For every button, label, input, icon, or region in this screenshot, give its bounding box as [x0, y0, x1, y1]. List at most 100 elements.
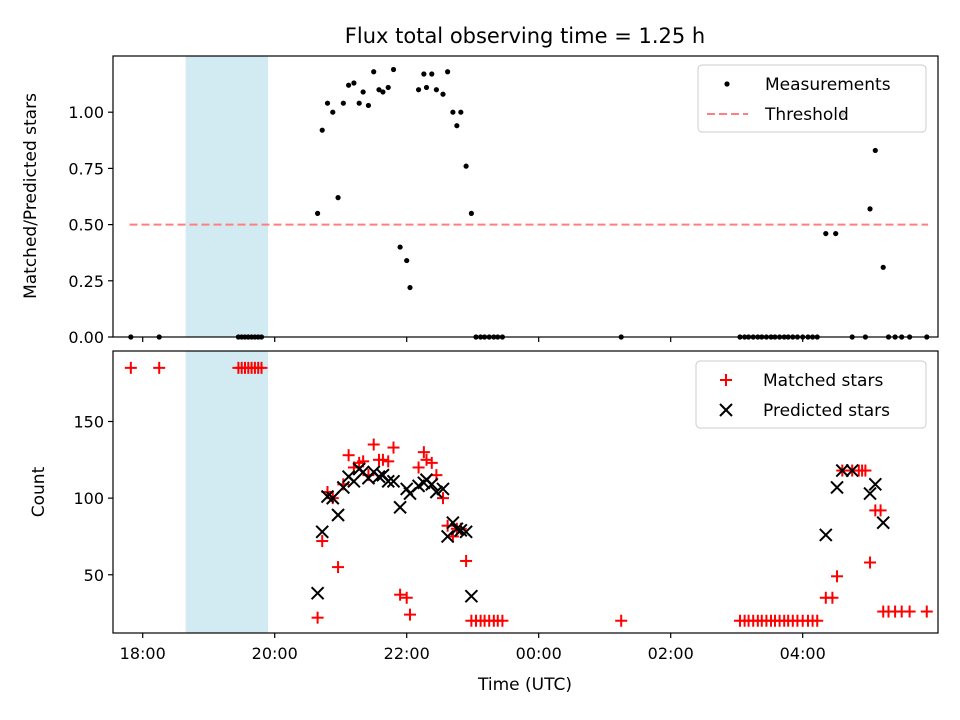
measurements-point — [415, 87, 422, 93]
measurements-point — [421, 71, 427, 77]
top-y-tick-label: 0.50 — [68, 216, 104, 235]
top-y-tick-label: 0.25 — [68, 272, 104, 291]
bottom-y-axis-label: Count — [29, 466, 49, 517]
matched-stars-point — [437, 492, 449, 505]
matched-stars-point — [874, 504, 887, 517]
measurements-point — [365, 102, 372, 109]
x-tick-label: 18:00 — [120, 644, 166, 663]
predicted-stars-point — [863, 486, 877, 501]
top-y-tick-label: 1.00 — [68, 103, 104, 122]
measurements-point — [823, 230, 829, 237]
predicted-stars-point — [868, 477, 883, 492]
bottom-y-tick-label: 150 — [73, 413, 104, 432]
matched-stars-point — [382, 455, 395, 468]
measurements-point — [380, 89, 386, 95]
measurements-point — [385, 84, 391, 91]
bottom-axes-frame — [112, 350, 939, 634]
matched-stars-point — [496, 614, 509, 627]
measurements-point — [458, 109, 464, 115]
matched-stars-point — [920, 605, 933, 618]
measurements-point — [872, 147, 878, 154]
matched-stars-point — [864, 556, 877, 569]
matched-stars-point — [826, 591, 839, 604]
measurements-point — [867, 206, 873, 212]
matched-stars-point — [441, 519, 454, 532]
predicted-stars-point — [429, 485, 444, 499]
measurements-point — [404, 257, 410, 264]
predicted-stars-point — [393, 500, 407, 515]
matched-stars-point — [255, 361, 268, 374]
bottom-panel: 50 100 150 18:00 20:00 22:00 00:00 02:00 04:00 — [73, 350, 939, 663]
measurements-point — [324, 100, 331, 106]
measurements-point — [454, 123, 460, 129]
matched-stars-point — [394, 588, 407, 601]
measurements-point — [330, 109, 336, 115]
matched-stars-point — [342, 449, 355, 462]
measurements-point — [429, 71, 435, 77]
matched-stars-point — [859, 464, 872, 477]
measurements-point — [319, 127, 325, 133]
legend-predicted-label: Predicted stars — [763, 401, 890, 421]
measurements-point — [880, 264, 886, 270]
measurements-point — [335, 195, 341, 201]
predicted-stars-point — [386, 474, 401, 488]
legend-matched-label: Matched stars — [763, 371, 883, 391]
measurements-point — [390, 66, 397, 73]
predicted-stars-point — [464, 589, 479, 603]
legend-measurements-label: Measurements — [765, 75, 891, 95]
measurements-point — [445, 69, 451, 75]
matched-stars-point — [831, 570, 844, 583]
matched-stars-point — [404, 608, 416, 621]
x-tick-label: 20:00 — [252, 644, 298, 663]
matched-stars-point — [153, 361, 166, 374]
measurements-point — [440, 91, 446, 97]
top-shaded-region — [185, 56, 269, 337]
predicted-stars-point — [440, 529, 455, 544]
measurements-point — [423, 84, 430, 91]
legend-matched-marker — [720, 374, 732, 386]
measurements-point — [433, 87, 439, 93]
measurements-point — [397, 244, 403, 250]
measurements-point — [346, 82, 352, 88]
measurements-point — [360, 89, 366, 95]
predicted-stars-point — [835, 463, 850, 478]
predicted-stars-point — [372, 469, 386, 484]
predicted-stars-point — [315, 525, 329, 539]
predicted-stars-point — [450, 522, 464, 536]
measurements-point — [356, 100, 362, 106]
bottom-y-tick-label: 100 — [73, 489, 104, 508]
predicted-stars-point — [310, 586, 325, 600]
measurements-point — [315, 210, 321, 216]
matched-stars-point — [124, 361, 137, 374]
bottom-legend-frame — [695, 360, 927, 429]
matched-stars-point — [332, 561, 345, 574]
measurements-point — [468, 210, 474, 216]
predicted-stars-point — [331, 508, 345, 522]
measurements-point — [376, 87, 382, 93]
predicted-stars-point — [425, 477, 439, 492]
predicted-stars-point — [876, 515, 890, 530]
top-y-tick-label: 0.75 — [68, 159, 104, 178]
top-y-axis-label: Matched/Predicted stars — [21, 93, 41, 299]
matched-stars-point — [811, 614, 824, 627]
x-tick-label: 04:00 — [780, 644, 826, 663]
matched-stars-point — [615, 614, 628, 627]
matched-stars-point — [316, 535, 329, 548]
matched-stars-point — [311, 611, 324, 624]
matched-stars-point — [376, 453, 389, 466]
predicted-stars-point — [845, 463, 859, 478]
matched-stars-point — [460, 554, 473, 567]
legend-measurements-marker — [724, 81, 730, 87]
top-legend: Measurements Threshold — [697, 64, 927, 133]
x-tick-label: 02:00 — [648, 644, 694, 663]
top-legend-frame — [697, 64, 927, 133]
matched-stars-point — [400, 591, 413, 604]
predicted-stars-point — [459, 525, 473, 539]
bottom-shaded-region — [185, 351, 269, 633]
predicted-stars-point — [326, 491, 340, 505]
predicted-stars-point — [819, 528, 833, 542]
measurements-point — [450, 109, 456, 115]
matched-stars-point — [412, 461, 425, 474]
matched-stars-point — [425, 456, 438, 469]
